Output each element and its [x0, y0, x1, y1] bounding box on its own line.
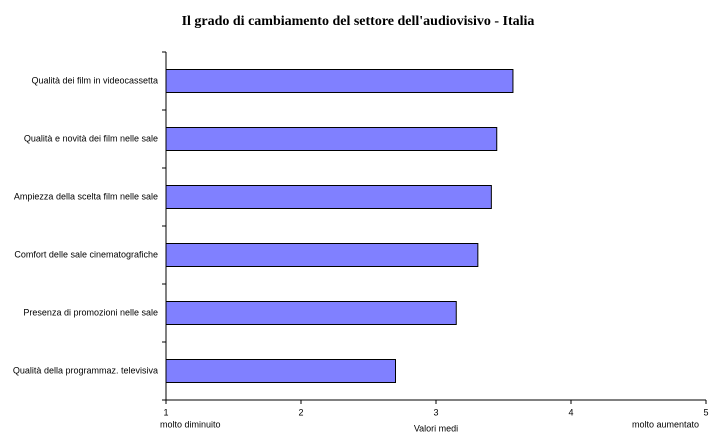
x-tick-label: 2 [298, 407, 303, 417]
x-end-label: molto aumentato [632, 419, 699, 429]
bar [165, 185, 492, 209]
x-tick-label: 3 [433, 407, 438, 417]
x-axis-label: Valori medi [414, 423, 458, 433]
y-tick-label: Comfort delle sale cinematografiche [14, 249, 158, 259]
bar [165, 359, 396, 383]
x-end-label: molto diminuito [160, 419, 221, 429]
y-tick-label: Presenza di promozioni nelle sale [23, 307, 158, 317]
x-tick-label: 4 [568, 407, 573, 417]
chart-title: Il grado di cambiamento del settore dell… [182, 14, 535, 29]
bar [165, 301, 457, 325]
x-tick-label: 5 [703, 407, 708, 417]
bar [165, 243, 479, 267]
bar [165, 127, 498, 151]
y-tick-label: Ampiezza della scelta film nelle sale [14, 191, 158, 201]
y-tick-label: Qualità della programmaz. televisiva [13, 365, 158, 375]
x-tick-label: 1 [163, 407, 168, 417]
y-tick-label: Qualità e novità dei film nelle sale [24, 133, 158, 143]
y-tick-label: Qualità dei film in videocassetta [31, 75, 158, 85]
bar [165, 69, 514, 93]
